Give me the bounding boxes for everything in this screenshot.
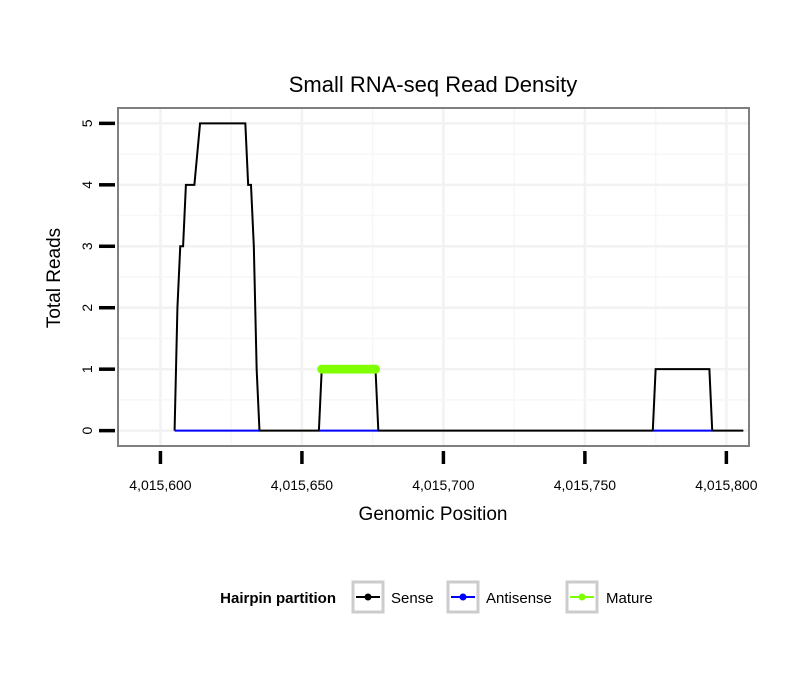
y-tick-label: 4 bbox=[79, 181, 95, 189]
series-group bbox=[173, 122, 744, 432]
y-tick-label: 5 bbox=[79, 119, 95, 127]
legend-item-antisense: Antisense bbox=[446, 580, 552, 614]
legend-item-mature: Mature bbox=[565, 580, 653, 614]
legend-marker-mature bbox=[578, 593, 586, 601]
legend-label-mature: Mature bbox=[606, 590, 653, 607]
legend-label-sense: Sense bbox=[391, 590, 434, 607]
series-sense bbox=[173, 122, 744, 432]
x-axis-label: Genomic Position bbox=[359, 504, 508, 525]
y-tick-label: 3 bbox=[79, 242, 95, 250]
legend-marker-antisense bbox=[459, 593, 467, 601]
sense-line bbox=[173, 122, 744, 432]
legend-item-sense: Sense bbox=[351, 580, 434, 614]
x-tick-label: 4,015,800 bbox=[695, 477, 757, 493]
y-tick-label: 0 bbox=[79, 427, 95, 435]
y-tick-label: 1 bbox=[79, 365, 95, 373]
x-tick-label: 4,015,600 bbox=[129, 477, 191, 493]
legend-marker-sense bbox=[364, 593, 372, 601]
series-mature bbox=[317, 364, 380, 374]
x-tick-label: 4,015,750 bbox=[554, 477, 616, 493]
legend: Hairpin partition Sense Antisense Mature bbox=[220, 580, 653, 614]
x-tick-label: 4,015,700 bbox=[412, 477, 474, 493]
mature-point bbox=[370, 364, 380, 374]
chart-title: Small RNA-seq Read Density bbox=[289, 72, 578, 97]
legend-label-antisense: Antisense bbox=[486, 590, 552, 607]
axes: 4,015,600 4,015,650 4,015,700 4,015,750 4,01… bbox=[79, 119, 758, 493]
y-tick-label: 2 bbox=[79, 304, 95, 312]
legend-title: Hairpin partition bbox=[220, 590, 336, 607]
y-axis-label: Total Reads bbox=[44, 228, 65, 328]
x-tick-label: 4,015,650 bbox=[271, 477, 333, 493]
